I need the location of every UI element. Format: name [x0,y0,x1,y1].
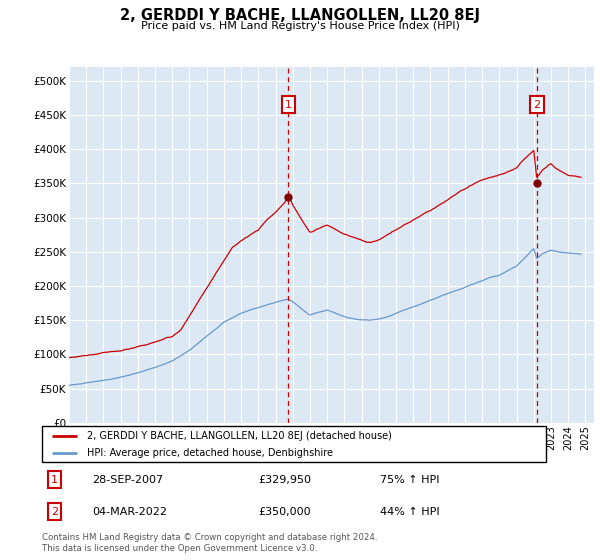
Text: 75% ↑ HPI: 75% ↑ HPI [380,475,439,484]
Text: 1: 1 [51,475,58,484]
Text: 04-MAR-2022: 04-MAR-2022 [92,507,167,517]
Text: 2, GERDDI Y BACHE, LLANGOLLEN, LL20 8EJ: 2, GERDDI Y BACHE, LLANGOLLEN, LL20 8EJ [120,8,480,24]
Text: 2, GERDDI Y BACHE, LLANGOLLEN, LL20 8EJ (detached house): 2, GERDDI Y BACHE, LLANGOLLEN, LL20 8EJ … [88,431,392,441]
Text: 28-SEP-2007: 28-SEP-2007 [92,475,164,484]
Text: Price paid vs. HM Land Registry's House Price Index (HPI): Price paid vs. HM Land Registry's House … [140,21,460,31]
Text: 2: 2 [533,100,540,110]
Text: £350,000: £350,000 [259,507,311,517]
Text: 1: 1 [285,100,292,110]
Text: 44% ↑ HPI: 44% ↑ HPI [380,507,439,517]
Text: HPI: Average price, detached house, Denbighshire: HPI: Average price, detached house, Denb… [88,448,334,458]
Text: 2: 2 [51,507,58,517]
Text: £329,950: £329,950 [259,475,312,484]
Text: Contains HM Land Registry data © Crown copyright and database right 2024.
This d: Contains HM Land Registry data © Crown c… [42,533,377,553]
